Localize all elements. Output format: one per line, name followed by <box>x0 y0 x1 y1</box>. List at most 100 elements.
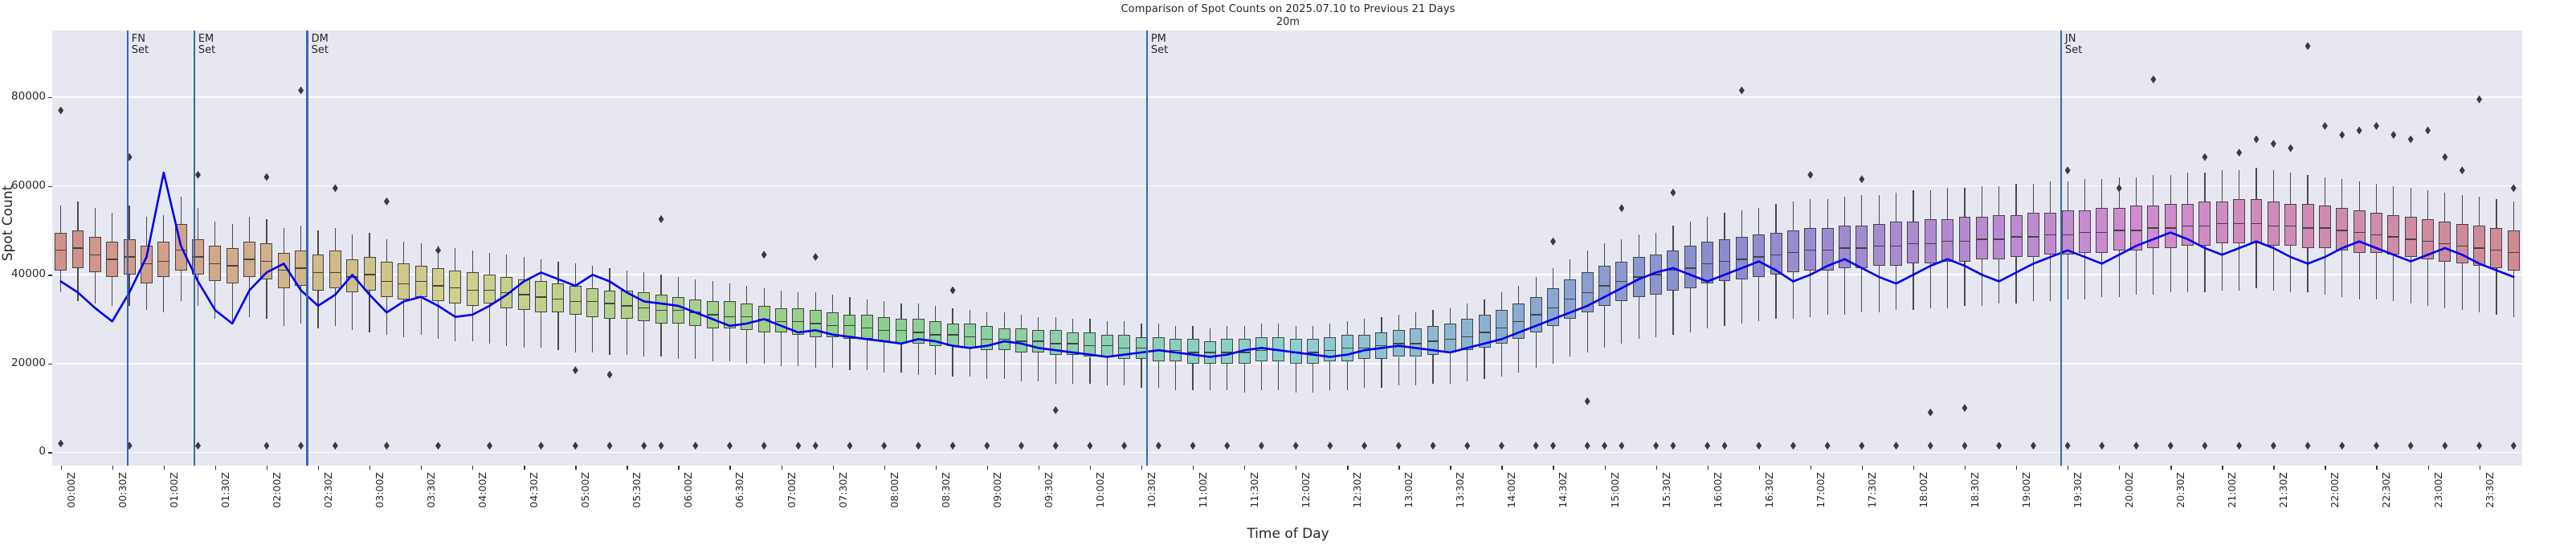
whisker <box>180 197 182 224</box>
box <box>1221 339 1234 364</box>
median-line <box>1529 314 1542 316</box>
whisker <box>1072 354 1074 384</box>
outlier-marker <box>2167 442 2174 450</box>
median-line <box>1753 256 1766 258</box>
median-line <box>277 269 290 271</box>
outlier-marker <box>487 442 493 450</box>
box <box>2284 203 2297 246</box>
outlier-marker <box>298 442 304 450</box>
whisker <box>2513 270 2514 317</box>
x-tick-label: 14:00Z <box>1505 472 1518 508</box>
median-line <box>380 280 393 283</box>
median-line <box>569 300 582 303</box>
box <box>603 290 616 320</box>
median-line <box>741 316 753 318</box>
whisker <box>2032 183 2034 213</box>
whisker <box>1089 356 1091 384</box>
whisker <box>231 223 233 248</box>
whisker <box>2084 179 2086 210</box>
median-line <box>1324 349 1337 351</box>
outlier-marker <box>2321 121 2328 130</box>
outlier-marker <box>2270 442 2276 450</box>
whisker <box>1947 261 1949 308</box>
box <box>140 246 153 284</box>
whisker <box>1775 275 1777 320</box>
outlier-marker <box>1533 442 1539 450</box>
x-tick-mark <box>1913 466 1915 470</box>
box <box>466 272 479 306</box>
x-tick-mark <box>832 466 834 470</box>
box <box>1307 339 1319 364</box>
median-line <box>123 256 136 258</box>
whisker <box>2307 248 2309 293</box>
outlier-marker <box>1498 442 1504 450</box>
x-tick-label: 06:00Z <box>682 472 695 508</box>
whisker <box>1003 350 1005 380</box>
x-tick-mark <box>1244 466 1246 470</box>
median-line <box>706 314 719 316</box>
x-tick-label: 10:00Z <box>1093 472 1106 508</box>
whisker <box>1175 361 1177 390</box>
event-vline-fn <box>126 31 129 466</box>
outlier-marker <box>1430 442 1436 450</box>
x-tick-mark <box>1089 466 1092 470</box>
whisker <box>2186 246 2189 293</box>
whisker <box>1329 324 1331 337</box>
box <box>398 263 410 299</box>
whisker <box>1106 356 1108 386</box>
outlier-marker <box>1756 442 1762 450</box>
median-line <box>1100 344 1113 347</box>
whisker <box>643 272 645 293</box>
median-line <box>2370 234 2382 236</box>
box <box>431 267 444 302</box>
y-tick-label: 60000 <box>11 178 46 192</box>
whisker <box>677 324 679 360</box>
x-tick-label: 08:00Z <box>888 472 900 508</box>
median-line <box>329 271 341 274</box>
median-line <box>484 289 496 291</box>
whisker <box>1741 279 1742 324</box>
outlier-marker <box>2253 135 2260 144</box>
whisker <box>1586 312 1588 352</box>
outlier-marker <box>1584 397 1590 405</box>
outlier-marker <box>1052 405 1059 414</box>
whisker <box>386 296 387 335</box>
outlier-marker <box>1087 442 1093 450</box>
whisker <box>574 314 576 352</box>
x-tick-label: 04:30Z <box>528 472 541 508</box>
median-line <box>431 285 444 287</box>
box <box>1015 328 1027 352</box>
median-line <box>1632 276 1645 278</box>
whisker <box>1792 272 1794 320</box>
whisker <box>677 276 679 297</box>
whisker <box>2427 259 2429 306</box>
whisker <box>917 303 919 320</box>
median-line <box>1015 340 1027 342</box>
x-tick-mark <box>986 466 989 470</box>
whisker <box>2101 252 2103 297</box>
median-line <box>929 334 942 336</box>
event-vline-em <box>193 31 195 466</box>
whisker <box>437 246 439 268</box>
x-tick-mark <box>1861 466 1864 470</box>
outlier-marker <box>435 442 441 450</box>
outlier-marker <box>2407 442 2414 450</box>
outlier-marker <box>2510 442 2517 450</box>
event-label-em: EM Set <box>198 33 216 56</box>
gridline <box>52 274 2522 275</box>
outlier-marker <box>606 370 613 379</box>
whisker <box>2341 250 2343 297</box>
whisker <box>763 332 765 364</box>
whisker <box>1398 314 1399 331</box>
box <box>1907 221 1920 264</box>
whisker <box>1467 303 1468 320</box>
whisker <box>1964 188 1966 218</box>
box <box>2061 210 2074 255</box>
x-tick-mark <box>317 466 320 470</box>
x-tick-label: 20:00Z <box>2123 472 2136 508</box>
box <box>157 241 170 277</box>
whisker <box>2444 261 2446 308</box>
outlier-marker <box>2116 184 2122 193</box>
median-line <box>1615 280 1628 283</box>
box <box>55 232 67 271</box>
